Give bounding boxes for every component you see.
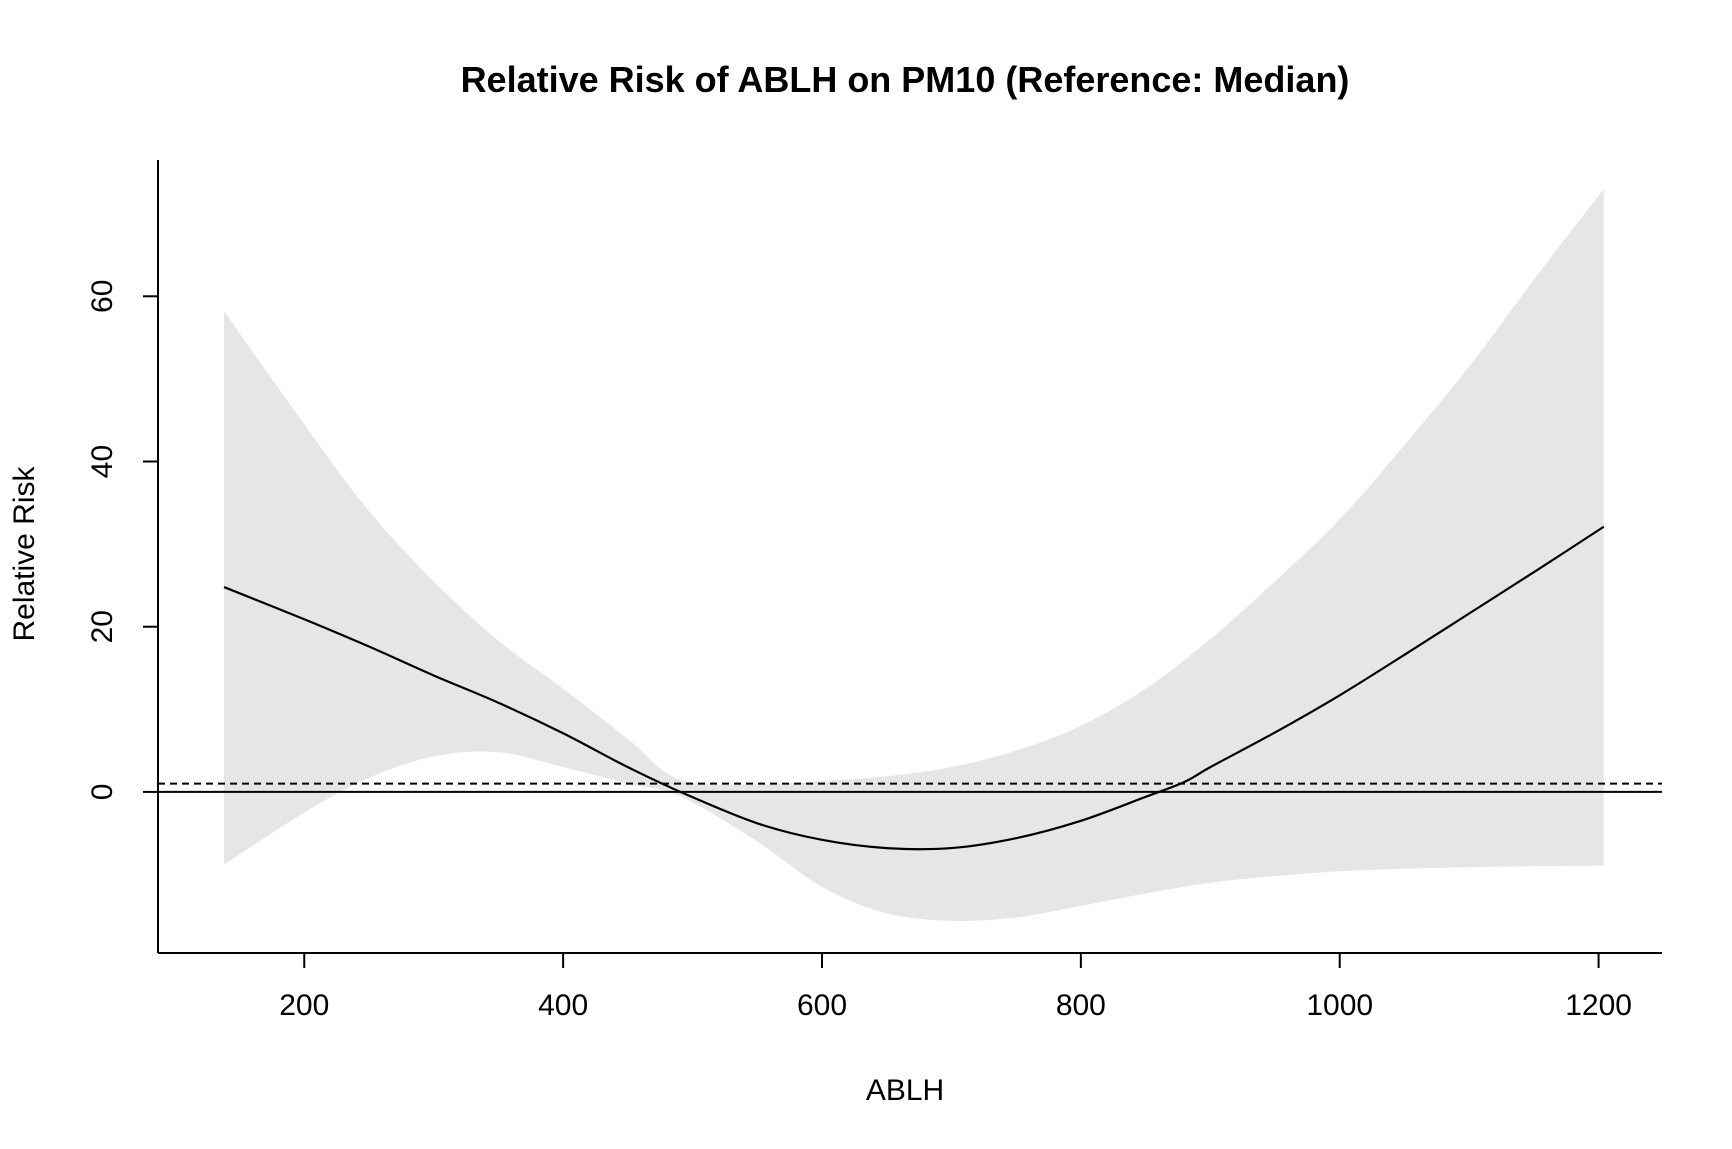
x-tick-label: 600 — [797, 989, 847, 1022]
confidence-band — [224, 188, 1604, 921]
plot-area — [158, 188, 1662, 921]
y-axis-label: Relative Risk — [8, 465, 41, 641]
x-axis-label: ABLH — [866, 1074, 944, 1107]
x-tick-label: 200 — [279, 989, 329, 1022]
chart-title: Relative Risk of ABLH on PM10 (Reference… — [461, 59, 1350, 100]
y-tick-label: 40 — [86, 445, 119, 478]
x-tick-label: 1000 — [1306, 989, 1373, 1022]
y-tick-label: 60 — [86, 280, 119, 313]
y-tick-label: 0 — [86, 784, 119, 801]
y-tick-label: 20 — [86, 610, 119, 643]
x-tick-label: 1200 — [1565, 989, 1632, 1022]
x-tick-label: 400 — [538, 989, 588, 1022]
x-tick-label: 800 — [1056, 989, 1106, 1022]
estimate-line — [223, 525, 1605, 851]
axes: 200 400 600 800 1000 1200 0 20 40 60 — [86, 160, 1662, 1022]
